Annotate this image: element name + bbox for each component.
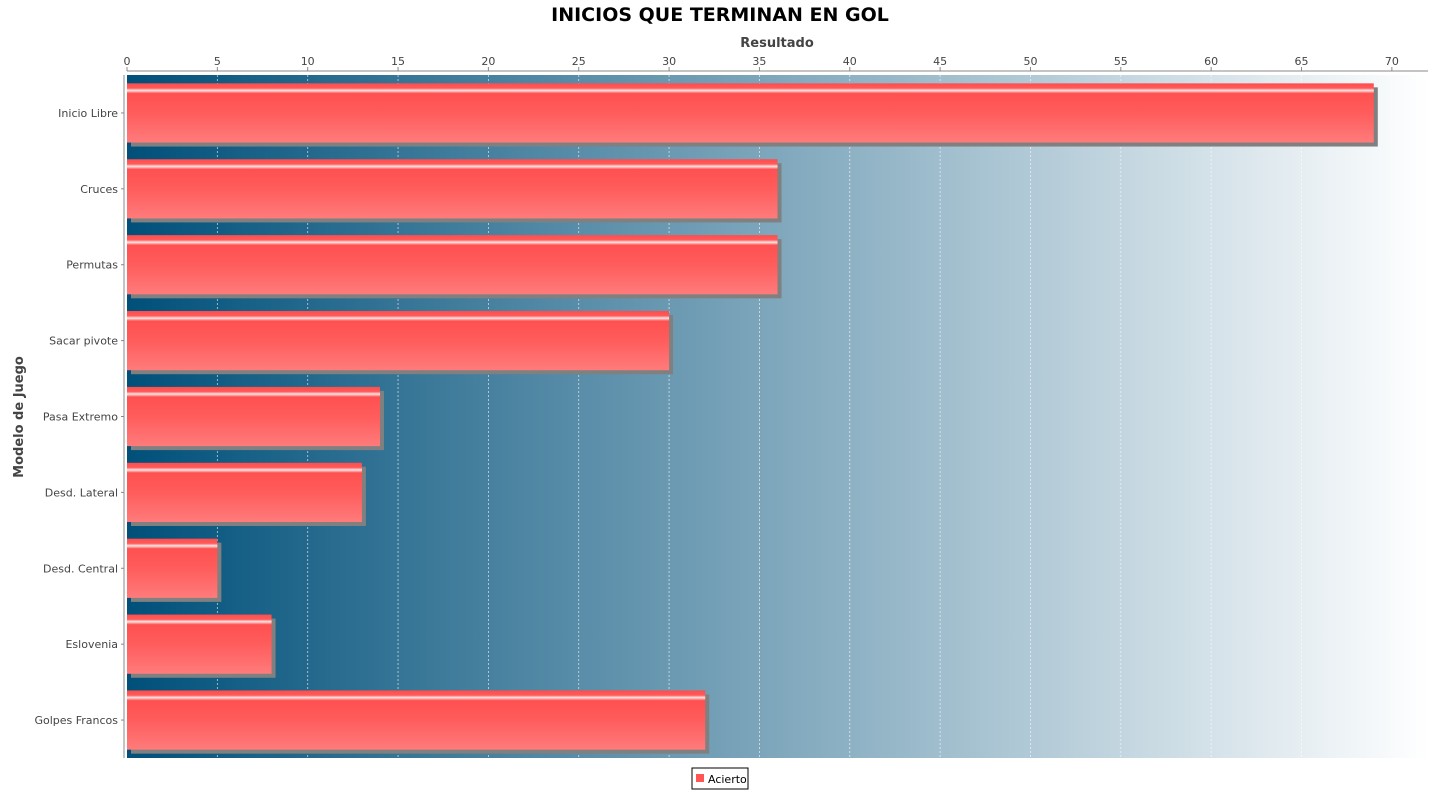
bar [127,83,1374,143]
x-tick-label: 0 [124,55,131,68]
bars [127,83,1378,754]
category-label: Desd. Lateral [45,486,118,499]
bar [127,159,778,219]
x-tick-label: 30 [662,55,676,68]
bar [127,690,706,750]
y-axis-label: Modelo de Juego [12,356,27,478]
chart-title: INICIOS QUE TERMINAN EN GOL [551,4,889,26]
x-tick-label: 70 [1385,55,1399,68]
bar [127,386,380,447]
x-tick-label: 25 [572,55,586,68]
category-label: Pasa Extremo [43,411,118,424]
legend: Acierto [691,767,749,790]
category-label: Golpes Francos [34,714,118,727]
x-tick-label: 10 [301,55,315,68]
x-tick-label: 60 [1204,55,1218,68]
bar [127,235,778,295]
legend-box [691,767,749,790]
category-label: Eslovenia [65,638,118,651]
x-tick-label: 40 [843,55,857,68]
bar [127,538,218,598]
legend-label: Acierto [708,773,747,786]
x-tick-label: 55 [1114,55,1128,68]
x-tick-label: 35 [752,55,766,68]
x-axis-ticks: 0 5 10 15 20 25 30 35 40 45 50 55 60 65 70 [124,55,1399,71]
x-tick-label: 5 [214,55,221,68]
x-axis-label: Resultado [740,36,814,51]
category-label: Cruces [80,183,118,196]
legend-swatch [696,774,704,782]
x-tick-label: 15 [391,55,405,68]
category-label: Permutas [66,259,118,272]
bar [127,614,272,674]
category-label: Inicio Libre [58,107,118,120]
y-axis-categories: Inicio Libre Cruces Permutas Sacar pivote Pa… [34,107,124,727]
bar [127,462,362,522]
x-tick-label: 50 [1023,55,1037,68]
x-tick-label: 45 [933,55,947,68]
category-label: Sacar pivote [49,335,118,348]
x-tick-label: 65 [1295,55,1309,68]
category-label: Desd. Central [43,562,118,575]
bar [127,311,670,371]
x-tick-label: 20 [481,55,495,68]
